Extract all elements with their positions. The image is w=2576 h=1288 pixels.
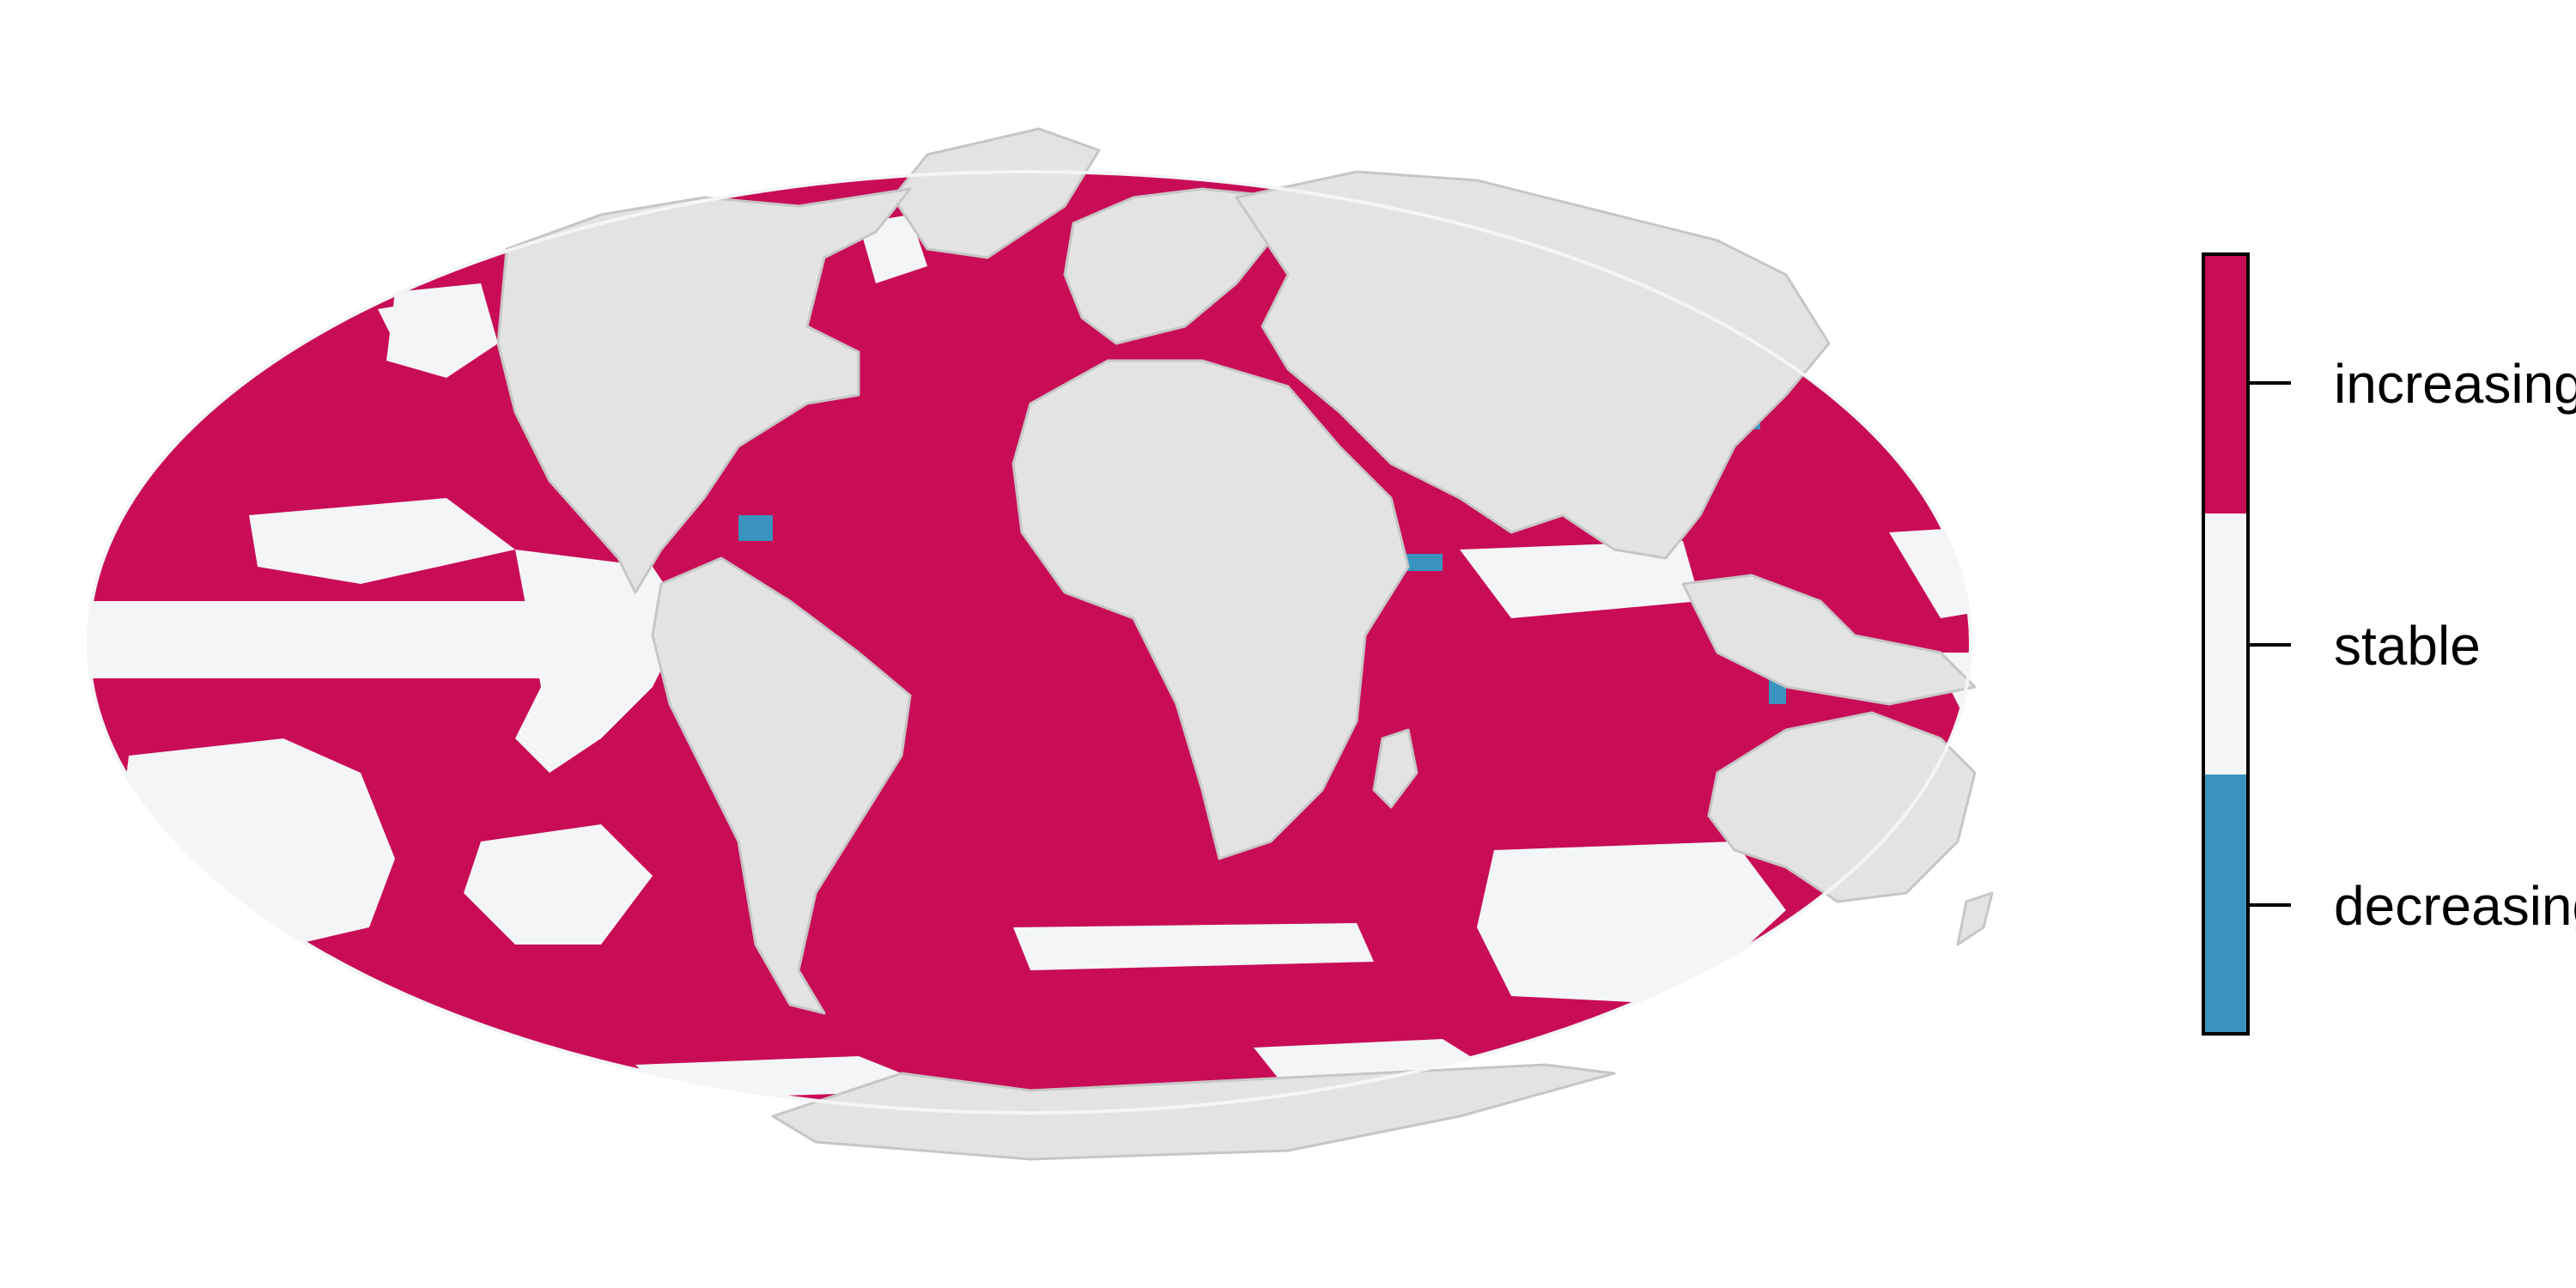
land-masses <box>496 127 1994 1161</box>
stable-arctic-patch <box>378 292 489 343</box>
legend: increasing stable decreasing <box>2202 252 2576 1036</box>
stable-south-indian <box>1477 841 1786 1005</box>
land-greenland <box>891 127 1101 259</box>
stable-south-atlantic-band <box>1013 923 1374 970</box>
land-south-america <box>651 556 912 1015</box>
legend-label-stable: stable <box>2334 615 2481 677</box>
stable-east-pacific-tongue <box>515 550 687 773</box>
legend-label-decreasing: decreasing <box>2334 875 2576 937</box>
land-north-america <box>496 187 912 594</box>
stable-hawaii-zone <box>249 498 515 584</box>
decreasing-arctic-1 <box>1288 172 1322 180</box>
globe-outline <box>87 170 1972 1115</box>
stable-equatorial-band-east <box>2009 601 2112 678</box>
land-madagascar <box>1372 728 1419 809</box>
stable-indian-ocean <box>1460 541 1700 618</box>
land-asia <box>1235 170 1831 560</box>
stable-south-pacific <box>120 738 395 953</box>
legend-swatch-increasing <box>2203 254 2248 513</box>
stable-south-pacific-east <box>464 824 653 945</box>
decreasing-caribbean <box>738 515 773 541</box>
map-panel <box>87 127 2112 1161</box>
land-africa <box>1012 359 1410 860</box>
legend-label-increasing: increasing <box>2334 353 2576 415</box>
land-australia <box>1707 711 1977 903</box>
land-europe <box>1063 187 1290 345</box>
land-antarctica <box>771 1063 1616 1161</box>
land-indonesia <box>1681 574 1977 706</box>
land-new-zealand <box>1956 891 1994 946</box>
legend-swatch-stable <box>2203 513 2248 775</box>
legend-swatch-decreasing <box>2203 775 2248 1034</box>
